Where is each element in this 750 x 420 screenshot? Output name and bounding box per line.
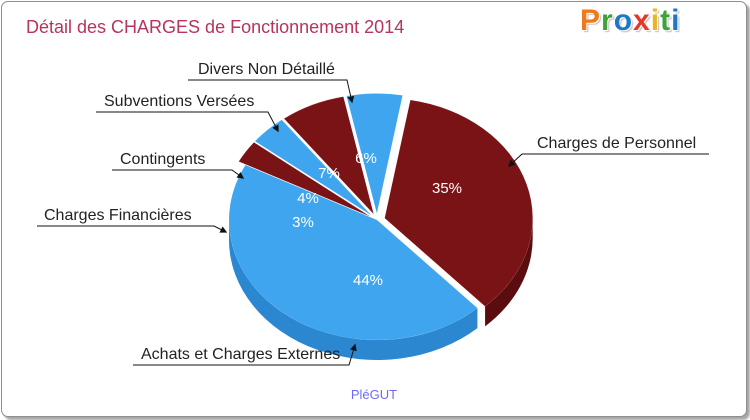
slice-value-label: 7% (318, 165, 340, 182)
callout-line (133, 343, 357, 366)
logo-letter: x (633, 4, 651, 37)
slice-value-label: 6% (355, 150, 377, 167)
callout-line (507, 153, 709, 167)
callout-line (37, 225, 228, 233)
slice-value-label: 4% (297, 190, 319, 207)
category-label: Contingents (120, 151, 205, 168)
category-label: Charges Financières (44, 207, 192, 224)
slice-value-label: 3% (292, 214, 314, 231)
callout-line (112, 169, 245, 179)
page-title: Détail des CHARGES de Fonctionnement 201… (26, 17, 405, 37)
pie-slice-4 (283, 96, 374, 215)
logo-letter: r (601, 4, 614, 37)
logo-letter: i (650, 4, 661, 37)
pie-slice-5 (346, 93, 403, 214)
slice-value-label: 35% (432, 180, 462, 197)
category-label: Subventions Versées (104, 93, 254, 110)
pie-slice-side-0 (485, 218, 533, 327)
pie-slice-side-1 (229, 220, 478, 361)
pie-slice-3 (254, 119, 372, 216)
callout-line (96, 111, 279, 133)
pie-slice-0 (384, 99, 533, 307)
pie-slice-2 (238, 141, 371, 217)
logo-letter: t (660, 4, 672, 37)
chart-caption: PléGUT (350, 387, 398, 402)
pie-slice-1 (228, 164, 478, 341)
category-label: Divers Non Détaillé (198, 61, 335, 78)
category-label: Achats et Charges Externes (141, 346, 340, 363)
pie-chart: 35% 44% 3% 4% 7% 6% Charges de Personnel Achats… (37, 61, 709, 366)
category-label: Charges de Personnel (537, 135, 696, 152)
callout-line (188, 79, 355, 104)
slice-value-label: 44% (353, 272, 383, 289)
logo-letter: P (580, 4, 602, 37)
proxiti-logo: Proxiti (580, 4, 680, 38)
logo-letter: o (613, 4, 634, 37)
logo-letter: i (671, 4, 681, 37)
